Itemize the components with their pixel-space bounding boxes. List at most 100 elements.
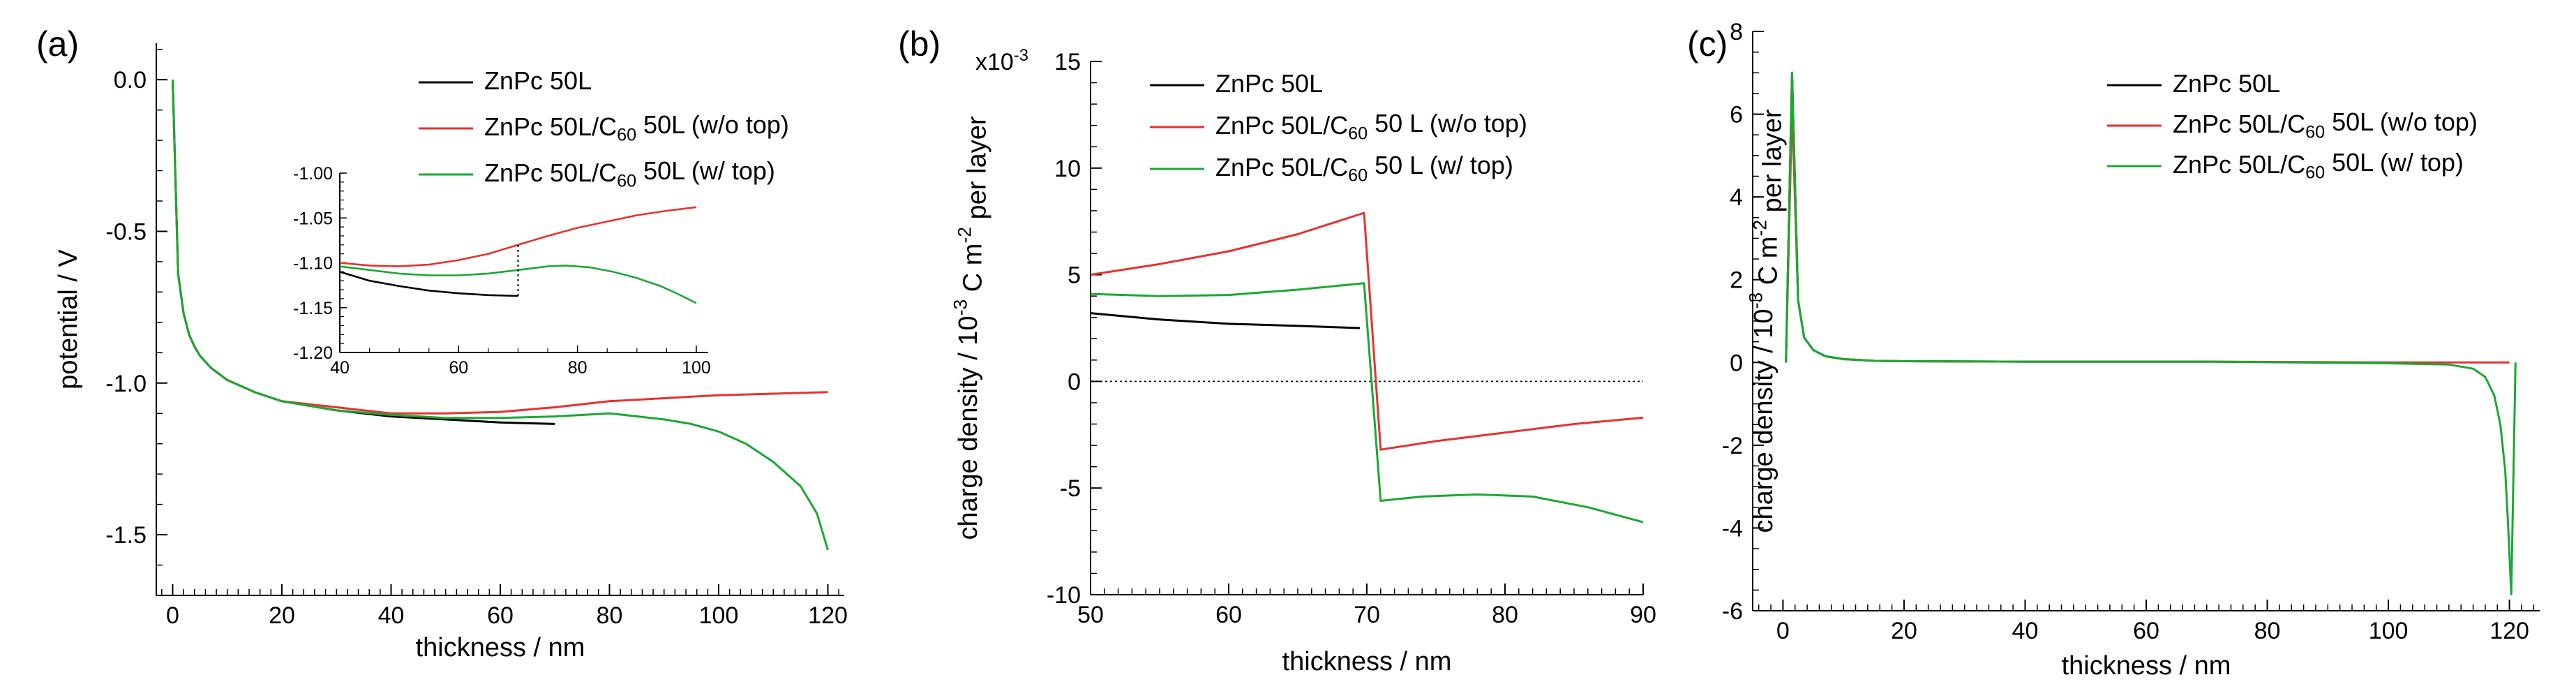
legend-label: ZnPc 50L/C60 50L (w/o top): [2173, 107, 2478, 142]
inset-y-tick-label: -1.15: [293, 299, 333, 318]
x-tick-label: 40: [2012, 618, 2039, 644]
y-tick-label: 10: [1054, 156, 1081, 182]
x-tick-label: 60: [487, 602, 514, 629]
y-tick-label: 15: [1054, 49, 1081, 75]
y-axis-title-part: -2: [954, 227, 975, 244]
inset-y-tick-label: -1.10: [293, 254, 333, 274]
x-tick-label: 50: [1077, 602, 1104, 628]
y-axis-title-part: per layer: [963, 116, 992, 227]
data-series-line: [1785, 71, 2517, 595]
legend-label-part: 50L (w/ top): [2325, 148, 2464, 177]
y-tick-label: -2: [1722, 433, 1743, 459]
y-axis-title-part: charge density / 10: [1749, 309, 1779, 533]
legend-label-part: ZnPc 50L/C: [1215, 153, 1348, 181]
legend-label-part: ZnPc 50L/C: [2173, 150, 2305, 179]
legend-label-part: 50L (w/ top): [636, 156, 775, 185]
y-tick-label: -4: [1722, 515, 1743, 542]
y-axis-multiplier-part: x10: [975, 49, 1014, 75]
inset-series-line: [339, 206, 697, 267]
inset-x-tick-label: 40: [330, 358, 350, 378]
y-axis-multiplier: x10-3: [975, 46, 1028, 75]
legend-label: ZnPc 50L: [1215, 69, 1323, 98]
legend-label: ZnPc 50L/C60 50L (w/ top): [2173, 148, 2464, 183]
legend-label: ZnPc 50L: [2173, 69, 2280, 98]
y-tick-label: 4: [1730, 184, 1743, 211]
x-tick-label: 70: [1354, 602, 1380, 628]
legend-label-part: ZnPc 50L: [484, 66, 592, 95]
legend-label: ZnPc 50L/C60 50L (w/o top): [484, 110, 789, 145]
y-tick-label: 8: [1730, 19, 1743, 45]
y-tick-label: -10: [1047, 582, 1081, 609]
legend-label-part: 60: [617, 172, 636, 191]
y-tick-label: 2: [1730, 267, 1743, 294]
panel-label: (b): [898, 24, 941, 64]
x-tick-label: 60: [2133, 618, 2159, 644]
y-axis-title-part: charge density / 10: [954, 315, 983, 540]
x-tick-label: 60: [1215, 602, 1242, 628]
x-axis-title: thickness / nm: [416, 633, 585, 662]
legend-label-part: ZnPc 50L/C: [484, 158, 617, 187]
x-axis-title: thickness / nm: [1282, 647, 1452, 676]
legend-label: ZnPc 50L: [484, 66, 592, 95]
legend-label-part: ZnPc 50L/C: [1215, 111, 1348, 140]
x-tick-label: 80: [597, 602, 623, 629]
legend-label-part: ZnPc 50L/C: [484, 112, 617, 141]
legend-label-part: 60: [617, 126, 636, 145]
data-series-line: [1090, 312, 1361, 329]
legend-label-part: 60: [2305, 163, 2325, 183]
inset-series-line: [339, 271, 518, 297]
legend-label: ZnPc 50L/C60 50 L (w/o top): [1215, 109, 1527, 144]
y-tick-label: -0.5: [105, 218, 147, 245]
inset-x-tick-label: 100: [682, 358, 711, 378]
y-tick-label: 0: [1068, 369, 1081, 395]
legend-label-part: ZnPc 50L: [2173, 69, 2280, 98]
legend-label-part: 50L (w/o top): [2325, 107, 2478, 136]
data-series-line: [1785, 105, 2510, 364]
y-tick-label: 0: [1730, 350, 1743, 376]
panel-label: (a): [36, 24, 79, 64]
inset-x-tick-label: 80: [568, 358, 587, 378]
y-axis-title-part: per layer: [1758, 109, 1788, 220]
y-axis-title-part: C m: [958, 244, 987, 299]
data-series-line: [172, 80, 829, 551]
y-tick-label: -1.5: [105, 522, 147, 549]
inset-series-line: [339, 265, 697, 304]
legend-label: ZnPc 50L/C60 50L (w/ top): [484, 156, 775, 191]
y-axis-title-part: C m: [1753, 237, 1783, 292]
data-series-line: [1090, 282, 1644, 524]
x-tick-label: 120: [2489, 618, 2529, 644]
x-tick-label: 80: [2254, 618, 2281, 644]
x-tick-label: 80: [1492, 602, 1518, 628]
y-axis-title-part: -2: [1750, 220, 1771, 237]
x-tick-label: 100: [2369, 618, 2409, 644]
data-series-line: [1785, 71, 2207, 363]
x-tick-label: 40: [378, 602, 405, 629]
y-tick-label: -6: [1722, 598, 1743, 625]
inset-y-tick-label: -1.05: [293, 209, 333, 228]
x-tick-label: 90: [1630, 602, 1656, 628]
x-axis-title: thickness / nm: [2062, 651, 2231, 681]
data-series-line: [1090, 211, 1644, 451]
inset-x-tick-label: 60: [449, 358, 468, 378]
panel-a: (a) 0 20 40 60 80 100 120 0.0 -0.5 -1.0 -1.5 thickne…: [36, 24, 848, 662]
y-tick-label: -1.0: [105, 371, 147, 397]
x-tick-label: 0: [166, 602, 179, 629]
x-tick-label: 20: [1891, 618, 1917, 644]
y-axis-title-part: -3: [1745, 292, 1766, 309]
inset-y-tick-label: -1.00: [293, 164, 333, 184]
x-tick-label: 100: [699, 602, 739, 629]
panel-c: (c) 0 20 40 60 80 100 120 -6 -4 -2 0 2 4 6 8 thickness /…: [1687, 19, 2540, 681]
y-tick-label: 0.0: [114, 67, 147, 94]
x-tick-label: 20: [269, 602, 295, 629]
y-tick-label: 6: [1730, 102, 1743, 128]
panel-label: (c): [1687, 24, 1728, 64]
legend-label-part: 60: [1348, 166, 1368, 186]
legend-label: ZnPc 50L/C60 50 L (w/ top): [1215, 151, 1513, 186]
legend-label-part: 60: [2305, 123, 2325, 142]
x-tick-label: 120: [808, 602, 848, 629]
x-tick-label: 0: [1776, 618, 1790, 644]
y-axis-title: potential / V: [54, 249, 83, 389]
inset-y-tick-label: -1.20: [293, 343, 333, 363]
